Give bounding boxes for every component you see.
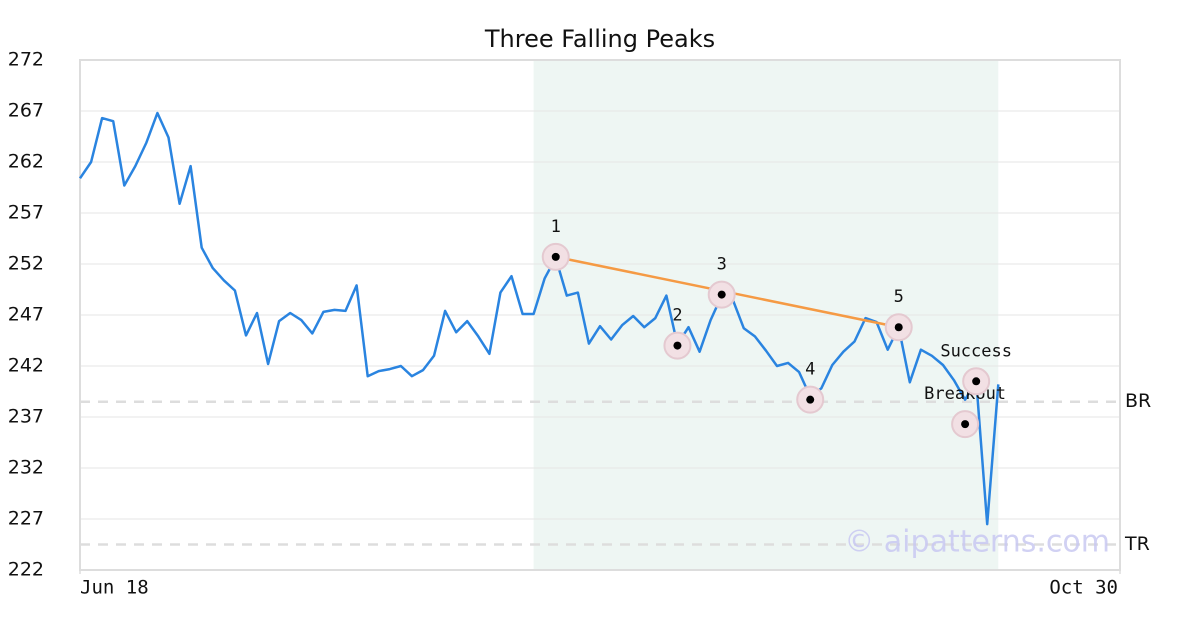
y-tick-label: 247 [8, 304, 44, 326]
annotation-dot [551, 252, 560, 261]
annotation-dot [961, 420, 970, 429]
level-label: BR [1125, 390, 1151, 412]
annotation-dot [894, 323, 903, 332]
watermark: © aipatterns.com [844, 525, 1110, 560]
y-tick-label: 267 [8, 100, 44, 122]
price-line [78, 111, 1000, 526]
annotation-label: Success [940, 341, 1012, 361]
y-tick-label: 222 [8, 559, 44, 581]
annotation-dot [673, 341, 682, 350]
plot-frame [79, 59, 1121, 571]
annotation-label: 3 [717, 255, 727, 275]
y-tick-label: 237 [8, 406, 44, 428]
annotation-label: 5 [894, 287, 904, 307]
annotation-dot [806, 395, 815, 404]
x-tick-label: Jun 18 [80, 577, 149, 599]
y-tick-label: 257 [8, 202, 44, 224]
annotation-dot [972, 377, 981, 386]
annotation-dot [717, 290, 726, 299]
annotation-label: 2 [672, 306, 682, 326]
y-tick-label: 227 [8, 508, 44, 530]
y-tick-label: 262 [8, 151, 44, 173]
y-tick-label: 272 [8, 49, 44, 71]
y-tick-label: 232 [8, 457, 44, 479]
level-label: TR [1124, 533, 1150, 555]
annotation-label: 1 [551, 217, 561, 237]
annotation-label: 4 [805, 360, 815, 380]
y-tick-label: 242 [8, 355, 44, 377]
x-tick-label: Oct 30 [1049, 577, 1118, 599]
y-tick-label: 252 [8, 253, 44, 275]
chart-title: Three Falling Peaks [484, 25, 715, 53]
